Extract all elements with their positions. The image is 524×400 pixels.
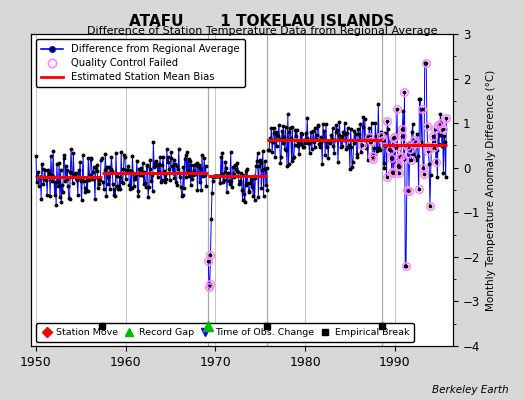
Y-axis label: Monthly Temperature Anomaly Difference (°C): Monthly Temperature Anomaly Difference (… [486,69,496,311]
Text: ATAFU       1 TOKELAU ISLANDS: ATAFU 1 TOKELAU ISLANDS [129,14,395,29]
Text: Difference of Station Temperature Data from Regional Average: Difference of Station Temperature Data f… [87,26,437,36]
Text: Berkeley Earth: Berkeley Earth [432,385,508,395]
Legend: Station Move, Record Gap, Time of Obs. Change, Empirical Break: Station Move, Record Gap, Time of Obs. C… [36,323,414,342]
